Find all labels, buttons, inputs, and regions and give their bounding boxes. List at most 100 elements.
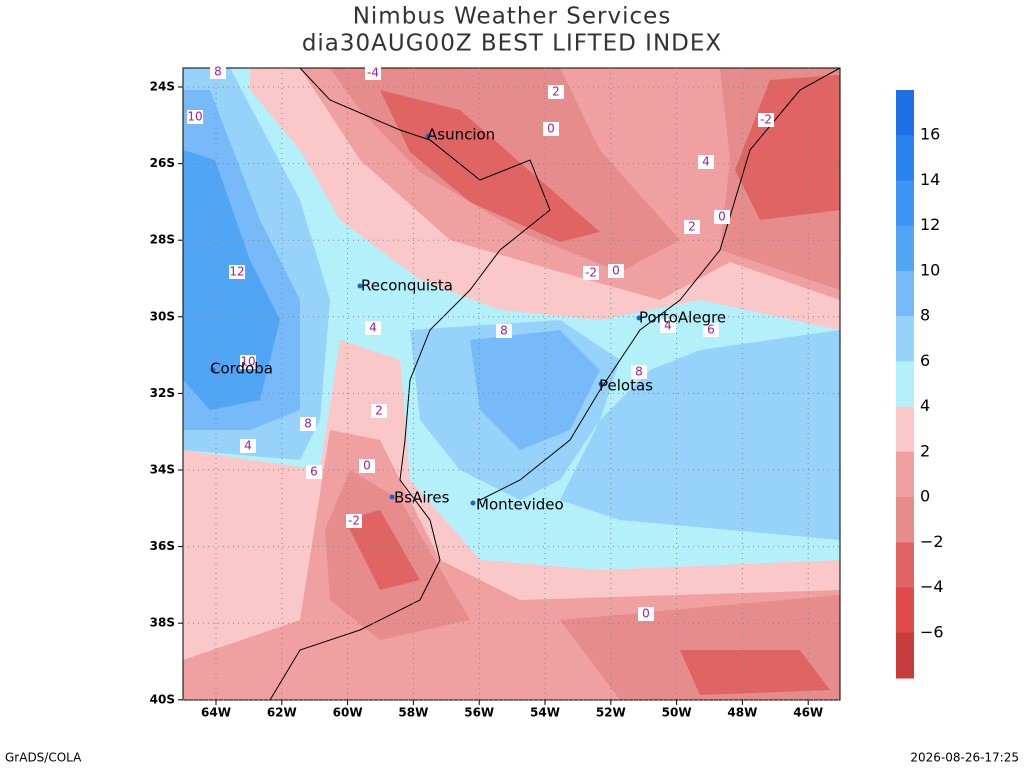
contour-label-bg [346, 514, 362, 528]
subtitle: dia30AUG00Z BEST LIFTED INDEX [302, 31, 722, 57]
contour-label-bg [543, 122, 559, 136]
contour-label-bg [714, 210, 730, 224]
lon-label: 62W [267, 706, 297, 720]
city-label: Cordoba [210, 360, 273, 378]
contour-label-bg [306, 465, 322, 479]
lat-label: 36S [150, 539, 175, 553]
contour-label-bg [229, 265, 245, 279]
contour-label-bg [365, 66, 381, 80]
contour-label-bg [187, 110, 203, 124]
colorbar-label: 6 [920, 351, 930, 370]
colorbar-swatch [896, 632, 914, 679]
city-dot [470, 500, 476, 506]
contour-label: -2 [585, 266, 597, 280]
lat-label: 32S [150, 386, 175, 400]
colorbar-label: 14 [920, 170, 940, 189]
colorbar-swatch [896, 497, 914, 543]
lat-label: 40S [150, 692, 175, 706]
colorbar-swatch [896, 406, 914, 453]
title: Nimbus Weather Services [353, 4, 672, 30]
lon-label: 64W [201, 706, 231, 720]
city-label: PortoAlegre [639, 309, 726, 327]
colorbar-label: 4 [920, 396, 930, 415]
contour-label: 10 [187, 110, 202, 124]
footer-left: GrADS/COLA [5, 751, 82, 765]
contour-label-bg [365, 321, 381, 335]
colorbar-label: 8 [920, 306, 930, 325]
contour-label-bg [638, 607, 654, 621]
colorbar-label: 0 [920, 487, 930, 506]
contour-label-bg [359, 459, 375, 473]
city-dot [425, 133, 431, 139]
contour-label: -4 [367, 66, 379, 80]
contour-label: 4 [369, 321, 377, 335]
lat-label: 38S [150, 616, 175, 630]
contour-label: 6 [310, 465, 318, 479]
contour-label: 8 [500, 324, 508, 338]
map-frame [182, 67, 841, 701]
contour-label: 8 [304, 417, 312, 431]
lat-label: 24S [150, 80, 175, 94]
contour-label: 0 [642, 607, 650, 621]
contour-label: 8 [214, 65, 222, 79]
colorbar-label: −4 [920, 577, 944, 596]
city-dot [357, 283, 363, 289]
lon-label: 60W [333, 706, 363, 720]
contour-label: 4 [244, 439, 252, 453]
contour-label-bg [548, 85, 564, 99]
city-label: BsAires [394, 489, 450, 507]
colorbar-swatch [896, 225, 914, 272]
contour-label-bg [758, 113, 774, 127]
contour-label: 2 [552, 85, 560, 99]
contour-label-bg [703, 323, 719, 337]
colorbar-label: −6 [920, 622, 944, 641]
colorbar-swatch [896, 587, 914, 634]
lon-label: 52W [596, 706, 626, 720]
colorbar-swatch [896, 270, 914, 317]
lat-label: 26S [150, 156, 175, 170]
contour-label-bg [698, 155, 714, 169]
lat-label: 30S [150, 309, 175, 323]
contour-label: 6 [707, 323, 715, 337]
contour-label-bg [660, 319, 676, 333]
contour-label-bg [300, 417, 316, 431]
city-label: Pelotas [599, 377, 653, 395]
city-label: Montevideo [476, 496, 564, 514]
contour-label-bg [240, 355, 256, 369]
colorbar-swatch [896, 542, 914, 589]
city-dot [598, 381, 604, 387]
city-label: Asuncion [427, 126, 495, 144]
lon-label: 48W [727, 706, 757, 720]
colorbar-swatch [896, 316, 914, 362]
lat-label: 34S [150, 463, 175, 477]
contour-label-bg [684, 220, 700, 234]
contour-label: 0 [363, 459, 371, 473]
contour-label: 0 [718, 210, 726, 224]
city-label: Reconquista [361, 277, 453, 295]
lon-label: 56W [464, 706, 494, 720]
contour-label: 0 [612, 264, 620, 278]
contour-label-bg [210, 65, 226, 79]
city-dot [636, 315, 642, 321]
contour-label-bg [371, 404, 387, 418]
lon-label: 46W [793, 706, 823, 720]
contour-label: 4 [664, 319, 672, 333]
contour-label: 12 [229, 265, 244, 279]
map-fill [183, 68, 840, 700]
contour-label: 2 [375, 404, 383, 418]
contour-label: -2 [760, 113, 772, 127]
contour-label: 8 [635, 365, 643, 379]
colorbar-swatch [896, 135, 914, 181]
lon-label: 50W [662, 706, 692, 720]
contour-label-bg [608, 264, 624, 278]
city-dot [389, 494, 395, 500]
lon-label: 58W [398, 706, 428, 720]
colorbar-swatch [896, 451, 914, 498]
contour-label: -2 [348, 514, 360, 528]
contour-label-bg [583, 266, 599, 280]
colorbar-label: −2 [920, 532, 944, 551]
lon-label: 54W [530, 706, 560, 720]
colorbar-label: 2 [920, 441, 930, 460]
contour-label-bg [496, 324, 512, 338]
